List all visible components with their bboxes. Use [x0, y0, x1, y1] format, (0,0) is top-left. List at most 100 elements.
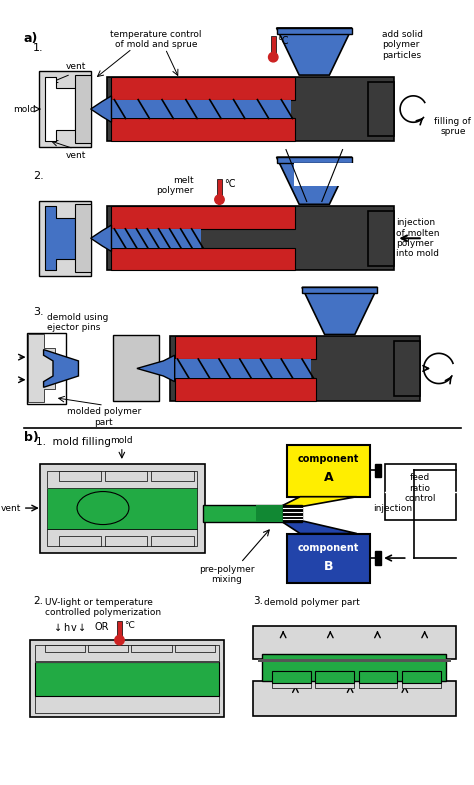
Bar	[170, 337, 420, 400]
Bar	[30, 640, 224, 717]
Text: melt
polymer: melt polymer	[156, 176, 193, 195]
Bar	[75, 75, 91, 143]
Bar	[111, 248, 295, 270]
Text: UV-light or temperature
controlled polymerization: UV-light or temperature controlled polym…	[46, 597, 162, 617]
Bar	[276, 28, 352, 34]
Bar	[35, 644, 219, 662]
Text: add solid
polymer
particles: add solid polymer particles	[382, 30, 423, 60]
Bar	[111, 77, 295, 100]
Bar	[47, 471, 197, 488]
Bar	[107, 77, 394, 141]
Bar	[315, 671, 354, 682]
Bar	[271, 36, 275, 55]
Bar	[272, 671, 310, 682]
Circle shape	[269, 53, 278, 62]
Bar	[315, 681, 354, 688]
Bar	[359, 671, 397, 682]
Bar	[175, 337, 316, 359]
Bar	[272, 681, 310, 688]
Text: filling of
sprue: filling of sprue	[435, 117, 471, 136]
Bar	[88, 644, 128, 652]
Bar	[151, 536, 193, 546]
Bar	[45, 644, 85, 652]
Text: demold using
ejector pins: demold using ejector pins	[47, 312, 109, 332]
Bar	[105, 471, 147, 480]
Bar	[287, 445, 370, 497]
Text: pre-polymer
mixing: pre-polymer mixing	[199, 564, 255, 584]
Bar	[59, 536, 101, 546]
Text: 1.: 1.	[33, 43, 44, 53]
Text: B: B	[324, 560, 333, 573]
Bar	[35, 662, 219, 696]
Bar	[368, 82, 394, 137]
Bar	[59, 471, 101, 480]
Bar	[256, 506, 283, 522]
Bar	[105, 536, 147, 546]
Bar	[117, 621, 122, 638]
Bar	[39, 200, 91, 276]
Text: $\downarrow$hv$\downarrow$: $\downarrow$hv$\downarrow$	[52, 623, 86, 633]
Text: 2.: 2.	[33, 596, 43, 606]
Bar	[385, 464, 456, 520]
Polygon shape	[45, 206, 75, 270]
Bar	[47, 488, 197, 529]
Circle shape	[115, 635, 124, 644]
Bar	[131, 644, 172, 652]
Bar	[27, 333, 66, 404]
Bar	[374, 464, 381, 477]
Text: b): b)	[24, 431, 38, 444]
Text: °C: °C	[224, 179, 235, 189]
Text: mold: mold	[110, 436, 133, 445]
Polygon shape	[281, 521, 357, 534]
Bar	[253, 681, 456, 716]
Text: 1.  mold filling: 1. mold filling	[36, 437, 111, 447]
Text: 3.: 3.	[33, 307, 44, 317]
Bar	[253, 626, 456, 659]
Bar	[35, 696, 219, 713]
Text: °C: °C	[124, 621, 135, 630]
Text: component: component	[298, 543, 359, 553]
Bar	[175, 359, 311, 378]
Text: vent: vent	[0, 503, 21, 513]
Text: mold: mold	[13, 104, 36, 114]
Bar	[263, 654, 447, 681]
Bar	[45, 77, 56, 141]
Text: component: component	[298, 455, 359, 464]
Bar	[35, 661, 219, 663]
Bar	[107, 206, 394, 270]
Bar	[39, 71, 91, 147]
Bar	[402, 671, 441, 682]
Bar	[276, 157, 352, 162]
Bar	[294, 162, 374, 186]
Bar	[393, 341, 420, 396]
Bar	[175, 644, 215, 652]
Bar	[47, 488, 197, 529]
Polygon shape	[45, 77, 75, 141]
Text: injection: injection	[373, 505, 412, 513]
Text: 3.: 3.	[253, 596, 263, 606]
Bar	[217, 179, 222, 198]
Bar	[40, 464, 205, 553]
Bar	[287, 534, 370, 582]
Polygon shape	[44, 349, 79, 387]
Text: molded polymer
part: molded polymer part	[67, 407, 141, 426]
Bar	[203, 506, 283, 522]
Polygon shape	[302, 287, 377, 334]
Bar	[374, 551, 381, 564]
Ellipse shape	[77, 491, 129, 524]
Bar	[368, 211, 394, 265]
Text: A: A	[324, 471, 333, 484]
Polygon shape	[276, 28, 352, 75]
Bar	[111, 100, 291, 119]
Text: OR: OR	[94, 623, 109, 632]
Bar	[283, 506, 302, 522]
Text: a): a)	[24, 31, 38, 45]
Text: 2.: 2.	[33, 171, 44, 181]
Polygon shape	[91, 225, 111, 251]
Bar	[75, 204, 91, 272]
Text: °C: °C	[277, 36, 289, 46]
Polygon shape	[91, 96, 111, 122]
Text: temperature control
of mold and sprue: temperature control of mold and sprue	[110, 30, 201, 49]
Polygon shape	[137, 356, 175, 382]
Bar	[113, 335, 159, 401]
